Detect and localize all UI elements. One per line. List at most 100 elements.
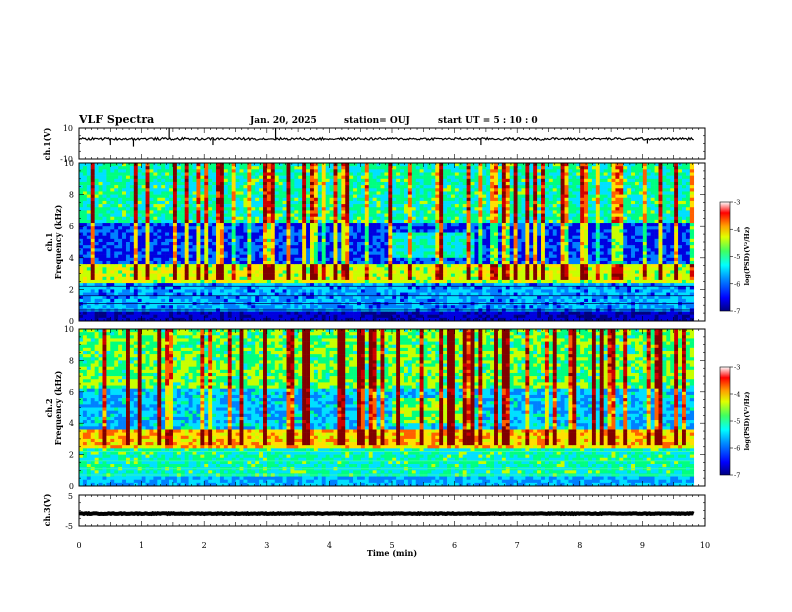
spectrogram-cell (329, 232, 334, 236)
spectrogram-cell (251, 257, 256, 262)
spectrogram-cell (270, 197, 276, 202)
spectrogram-cell (423, 185, 428, 189)
spectrogram-cell (419, 238, 424, 243)
spectrogram-cell (298, 181, 303, 186)
spectrogram-cell (165, 197, 170, 202)
ch1-spectrogram-image (79, 163, 695, 322)
spectrogram-cell (118, 251, 123, 255)
spectrogram-cell (172, 197, 178, 202)
spectrogram-cell (169, 238, 174, 243)
spectrogram-cell (337, 163, 342, 167)
spectrogram-cell (423, 295, 428, 300)
spectrogram-cell (396, 223, 401, 227)
spectrogram-cell (431, 213, 436, 218)
spectrogram-cell (439, 289, 444, 293)
spectrogram-cell (443, 232, 448, 236)
spectrogram-cell (98, 223, 103, 227)
spectrogram-cell (227, 260, 233, 265)
spectrogram-cell (439, 229, 444, 233)
spectrogram-cell (86, 200, 92, 205)
spectrogram-cell (110, 166, 115, 170)
spectrogram-cell (176, 257, 182, 262)
spectrogram-cell (192, 181, 197, 186)
spectrogram-cell (333, 219, 338, 224)
spectrogram-cell (196, 283, 201, 287)
spectrogram-cell (439, 226, 444, 230)
spectrogram-cell (137, 242, 142, 246)
spectrogram-cell (157, 251, 162, 255)
spectrogram-cell (114, 314, 119, 319)
spectrogram-cell (129, 242, 135, 246)
spectrogram-cell (392, 276, 397, 281)
spectrogram-cell (149, 279, 154, 284)
spectrogram-cell (180, 251, 186, 255)
spectrogram-cell (219, 210, 225, 214)
spectrogram-cell (419, 270, 424, 274)
spectrogram-cell (317, 279, 323, 284)
spectrogram-cell (372, 238, 377, 243)
spectrogram-cell (341, 311, 346, 315)
spectrogram-cell (98, 219, 103, 224)
spectrogram-cell (251, 273, 256, 278)
spectrogram-cell (392, 175, 397, 180)
spectrogram-cell (384, 223, 389, 227)
spectrogram-cell (349, 163, 354, 167)
spectrogram-cell (255, 163, 260, 167)
spectrogram-cell (122, 219, 127, 224)
spectrogram-cell (235, 257, 240, 262)
spectrogram-cell (411, 166, 417, 170)
spectrogram-cell (82, 204, 88, 208)
spectrogram-cell (419, 279, 424, 284)
spectrogram-cell (435, 200, 440, 205)
spectrogram-cell (157, 181, 162, 186)
spectrogram-cell (122, 267, 127, 271)
spectrogram-cell (118, 295, 123, 300)
spectrogram-cell (118, 210, 123, 214)
ch1-waveform-trace (78, 128, 694, 147)
spectrogram-cell (400, 314, 405, 319)
spectrogram-cell (403, 292, 409, 297)
spectrogram-cell (188, 242, 193, 246)
spectrogram-cell (313, 251, 319, 255)
spectrogram-cell (270, 188, 276, 192)
spectrogram-cell (106, 232, 111, 236)
spectrogram-cell (102, 283, 107, 287)
spectrogram-cell (82, 216, 88, 221)
spectrogram-cell (161, 232, 166, 236)
spectrogram-cell (200, 191, 205, 195)
spectrogram-cell (79, 207, 84, 211)
spectrogram-cell (188, 232, 193, 236)
spectrogram-cell (310, 298, 315, 303)
spectrogram-cell (86, 210, 92, 214)
spectrogram-cell (321, 283, 326, 287)
spectrogram-cell (82, 235, 88, 240)
spectrogram-cell (286, 204, 291, 208)
spectrogram-cell (411, 175, 417, 180)
spectrogram-cell (447, 286, 452, 290)
spectrogram-cell (157, 213, 162, 218)
spectrogram-cell (122, 270, 127, 274)
spectrogram-cell (396, 248, 401, 252)
spectrogram-cell (180, 264, 186, 268)
spectrogram-cell (137, 166, 142, 170)
spectrogram-cell (239, 305, 244, 309)
spectrogram-cell (349, 276, 354, 281)
spectrogram-cell (298, 207, 303, 211)
spectrogram-cell (196, 169, 201, 173)
spectrogram-cell (450, 163, 456, 167)
spectrogram-cell (411, 289, 417, 293)
spectrogram-cell (274, 226, 279, 230)
spectrogram-cell (302, 191, 307, 195)
spectrogram-cell (223, 226, 229, 230)
spectrogram-cell (235, 210, 240, 214)
spectrogram-cell (368, 181, 373, 186)
spectrogram-cell (184, 311, 189, 315)
spectrogram-cell (125, 317, 131, 322)
spectrogram-cell (447, 223, 452, 227)
spectrogram-cell (122, 181, 127, 186)
spectrogram-cell (208, 216, 213, 221)
spectrogram-cell (192, 260, 197, 265)
spectrogram-cell (270, 283, 276, 287)
spectrogram-cell (204, 314, 209, 319)
spectrogram-cell (145, 257, 150, 262)
